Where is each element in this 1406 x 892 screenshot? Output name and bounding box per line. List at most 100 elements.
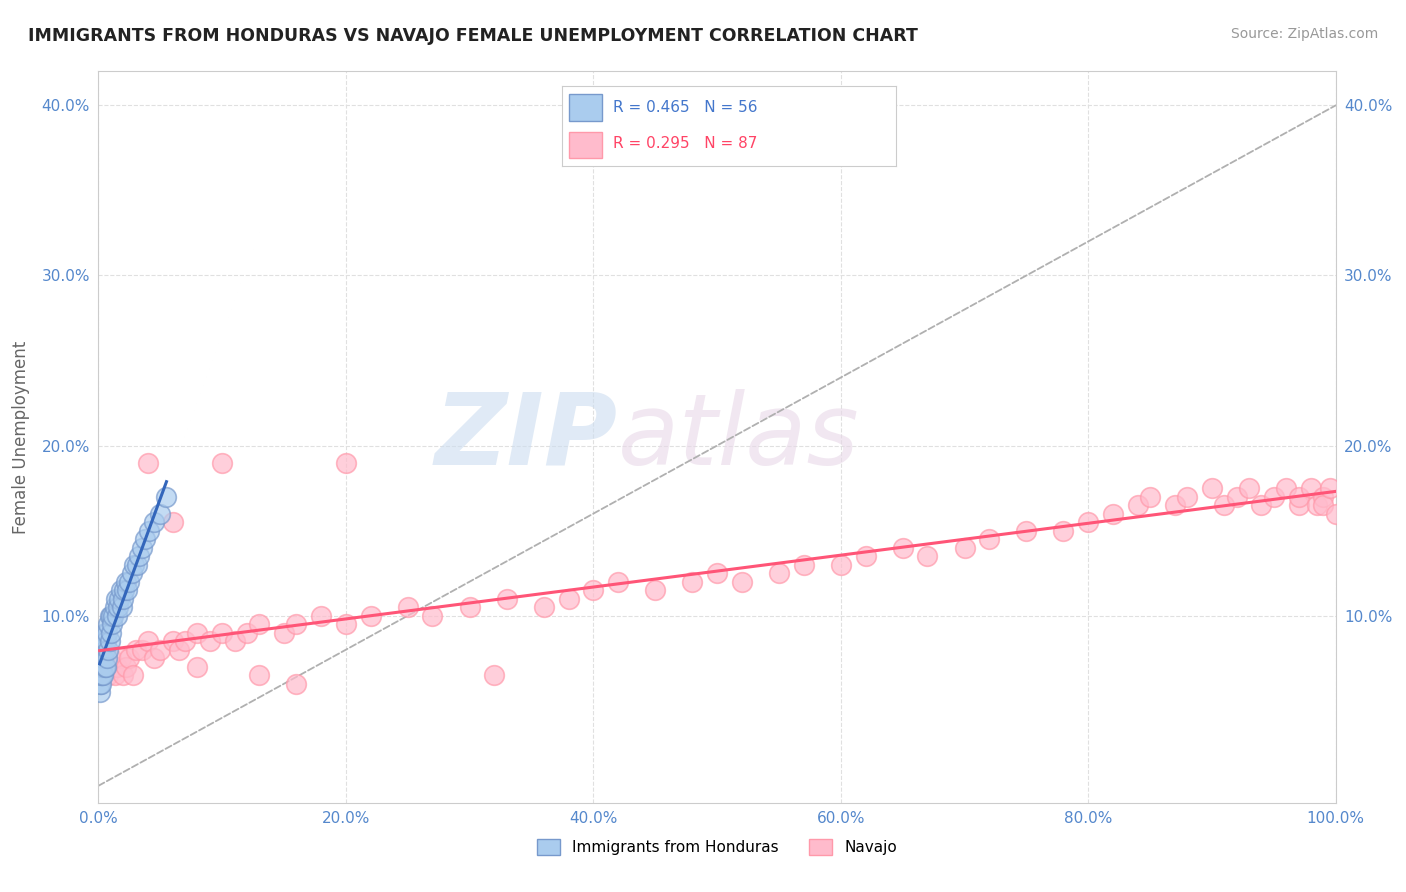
Point: [1306, 498, 1329, 512]
Point: [91, 668, 114, 682]
Point: [98, 634, 121, 648]
Point: [793, 558, 815, 572]
Point: [89, 651, 111, 665]
Point: [162, 515, 184, 529]
Point: [118, 651, 141, 665]
Point: [138, 524, 160, 538]
Point: [101, 617, 124, 632]
Point: [131, 642, 153, 657]
Point: [103, 600, 125, 615]
Point: [93, 659, 115, 673]
Point: [112, 591, 135, 606]
Point: [855, 549, 877, 563]
Point: [644, 583, 666, 598]
Point: [134, 532, 156, 546]
Point: [731, 574, 754, 589]
Point: [458, 600, 481, 615]
Point: [98, 608, 121, 623]
Point: [1175, 490, 1198, 504]
Point: [103, 659, 125, 673]
Point: [149, 642, 172, 657]
Point: [100, 625, 122, 640]
Point: [211, 456, 233, 470]
Point: [91, 659, 114, 673]
Point: [495, 591, 517, 606]
Point: [1288, 490, 1310, 504]
Point: [143, 515, 166, 529]
Point: [1052, 524, 1074, 538]
Point: [607, 574, 630, 589]
Point: [121, 566, 143, 581]
Point: [1015, 524, 1038, 538]
Point: [107, 600, 129, 615]
Point: [247, 668, 270, 682]
Point: [90, 642, 112, 657]
Point: [1312, 490, 1334, 504]
Point: [557, 591, 579, 606]
Point: [108, 591, 131, 606]
Point: [174, 634, 197, 648]
Point: [110, 583, 132, 598]
Point: [89, 668, 111, 682]
Point: [91, 634, 114, 648]
Point: [917, 549, 939, 563]
Point: [89, 659, 111, 673]
Point: [167, 642, 190, 657]
Point: [1102, 507, 1125, 521]
Point: [830, 558, 852, 572]
Point: [96, 659, 118, 673]
Point: [582, 583, 605, 598]
Point: [143, 651, 166, 665]
Point: [115, 583, 138, 598]
Point: [681, 574, 703, 589]
Point: [93, 634, 115, 648]
Point: [1164, 498, 1187, 512]
Point: [114, 574, 136, 589]
Point: [1226, 490, 1249, 504]
Point: [1077, 515, 1099, 529]
Point: [1324, 507, 1347, 521]
Point: [93, 668, 115, 682]
Point: [93, 651, 115, 665]
Point: [93, 651, 115, 665]
Point: [1288, 498, 1310, 512]
Point: [100, 608, 122, 623]
Point: [1250, 498, 1272, 512]
Point: [91, 651, 114, 665]
Point: [186, 625, 208, 640]
Point: [90, 651, 112, 665]
Point: [97, 617, 120, 632]
Point: [105, 608, 128, 623]
Text: atlas: atlas: [619, 389, 859, 485]
Point: [136, 456, 159, 470]
Point: [1263, 490, 1285, 504]
Point: [96, 651, 118, 665]
Y-axis label: Female Unemployment: Female Unemployment: [13, 341, 31, 533]
Point: [89, 642, 111, 657]
Point: [1139, 490, 1161, 504]
Point: [533, 600, 555, 615]
Point: [211, 625, 233, 640]
Point: [97, 668, 120, 682]
Point: [94, 659, 117, 673]
Point: [89, 677, 111, 691]
Point: [89, 685, 111, 699]
Point: [1126, 498, 1149, 512]
Point: [103, 668, 125, 682]
Point: [979, 532, 1001, 546]
Point: [335, 456, 357, 470]
Point: [1319, 481, 1341, 495]
Point: [768, 566, 790, 581]
Point: [114, 659, 136, 673]
Point: [103, 608, 125, 623]
Text: IMMIGRANTS FROM HONDURAS VS NAVAJO FEMALE UNEMPLOYMENT CORRELATION CHART: IMMIGRANTS FROM HONDURAS VS NAVAJO FEMAL…: [28, 27, 918, 45]
Point: [118, 574, 141, 589]
Point: [155, 490, 177, 504]
Point: [1312, 498, 1334, 512]
Point: [105, 659, 128, 673]
Point: [422, 608, 444, 623]
Point: [891, 541, 914, 555]
Point: [198, 634, 221, 648]
Point: [124, 642, 146, 657]
Point: [224, 634, 246, 648]
